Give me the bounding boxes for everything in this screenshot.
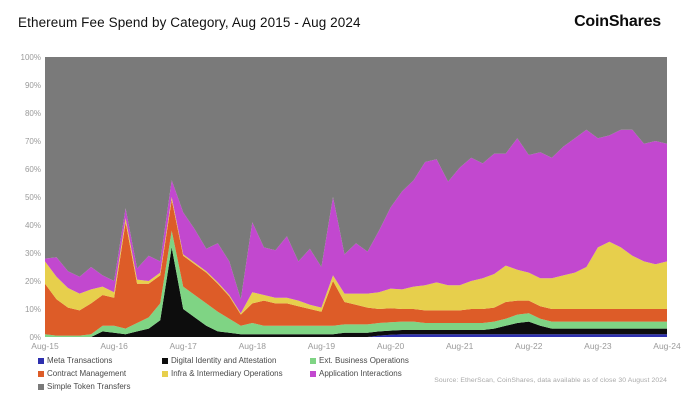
- legend-label: Simple Token Transfers: [47, 382, 131, 391]
- y-tick-label: 20%: [24, 277, 41, 286]
- x-tick-label: Aug-20: [376, 341, 405, 351]
- legend-swatch-icon: [162, 357, 168, 364]
- y-tick-label: 0%: [29, 333, 41, 342]
- x-tick-label: Aug-23: [584, 341, 612, 351]
- y-tick-label: 50%: [24, 193, 41, 202]
- legend-item-application_interactions: Application Interactions: [310, 367, 409, 380]
- legend-swatch-icon: [38, 383, 44, 390]
- x-tick-label: Aug-17: [169, 341, 197, 351]
- area-digital_identity: [45, 247, 667, 337]
- source-note: Source: EtherScan, CoinShares, data avai…: [434, 377, 667, 384]
- legend-column: Ext. Business Operations Application Inte…: [310, 354, 409, 380]
- y-tick-label: 70%: [24, 137, 41, 146]
- legend-item-infra_intermediary: Infra & Intermediary Operations: [162, 367, 283, 380]
- y-tick-label: 100%: [20, 53, 41, 62]
- coinshares-logo: CoinShares: [574, 13, 661, 30]
- legend-swatch-icon: [310, 357, 316, 364]
- x-tick-label: Aug-22: [515, 341, 543, 351]
- legend-item-ext_business: Ext. Business Operations: [310, 354, 409, 367]
- legend-swatch-icon: [162, 370, 168, 377]
- y-tick-label: 30%: [24, 249, 41, 258]
- x-tick-label: Aug-19: [307, 341, 336, 351]
- legend-column: Digital Identity and Attestation Infra & …: [162, 354, 283, 380]
- y-tick-label: 10%: [24, 305, 41, 314]
- y-tick-label: 80%: [24, 109, 41, 118]
- area-meta_transactions: [45, 334, 667, 337]
- legend-label: Meta Transactions: [47, 356, 113, 365]
- legend-swatch-icon: [38, 370, 44, 377]
- legend-item-contract_management: Contract Management: [38, 367, 130, 380]
- legend-label: Ext. Business Operations: [319, 356, 409, 365]
- y-tick-label: 60%: [24, 165, 41, 174]
- area-application_interactions: [45, 129, 667, 314]
- y-tick-label: 90%: [24, 81, 41, 90]
- legend-swatch-icon: [310, 370, 316, 377]
- area-contract_management: [45, 199, 667, 336]
- legend-label: Digital Identity and Attestation: [171, 356, 277, 365]
- legend-item-digital_identity: Digital Identity and Attestation: [162, 354, 283, 367]
- legend-column: Meta Transactions Contract Management Simp…: [38, 354, 130, 393]
- area-simple_token_transfers: [45, 57, 667, 300]
- x-tick-label: Aug-24: [653, 341, 681, 351]
- stacked-area-chart: [45, 57, 667, 337]
- x-tick-label: Aug-18: [238, 341, 267, 351]
- legend-label: Application Interactions: [319, 369, 402, 378]
- area-infra_intermediary: [45, 197, 667, 315]
- legend-label: Contract Management: [47, 369, 127, 378]
- chart-canvas: [45, 57, 667, 337]
- legend-item-simple_token_transfers: Simple Token Transfers: [38, 380, 130, 393]
- x-tick-label: Aug-15: [31, 341, 59, 351]
- chart-legend: Meta Transactions Contract Management Simp…: [0, 354, 692, 394]
- area-ext_business: [45, 230, 667, 337]
- x-tick-label: Aug-16: [100, 341, 128, 351]
- y-tick-label: 40%: [24, 221, 41, 230]
- x-tick-label: Aug-21: [445, 341, 474, 351]
- legend-label: Infra & Intermediary Operations: [171, 369, 283, 378]
- legend-item-meta_transactions: Meta Transactions: [38, 354, 130, 367]
- page-title: Ethereum Fee Spend by Category, Aug 2015…: [18, 15, 361, 30]
- legend-swatch-icon: [38, 357, 44, 364]
